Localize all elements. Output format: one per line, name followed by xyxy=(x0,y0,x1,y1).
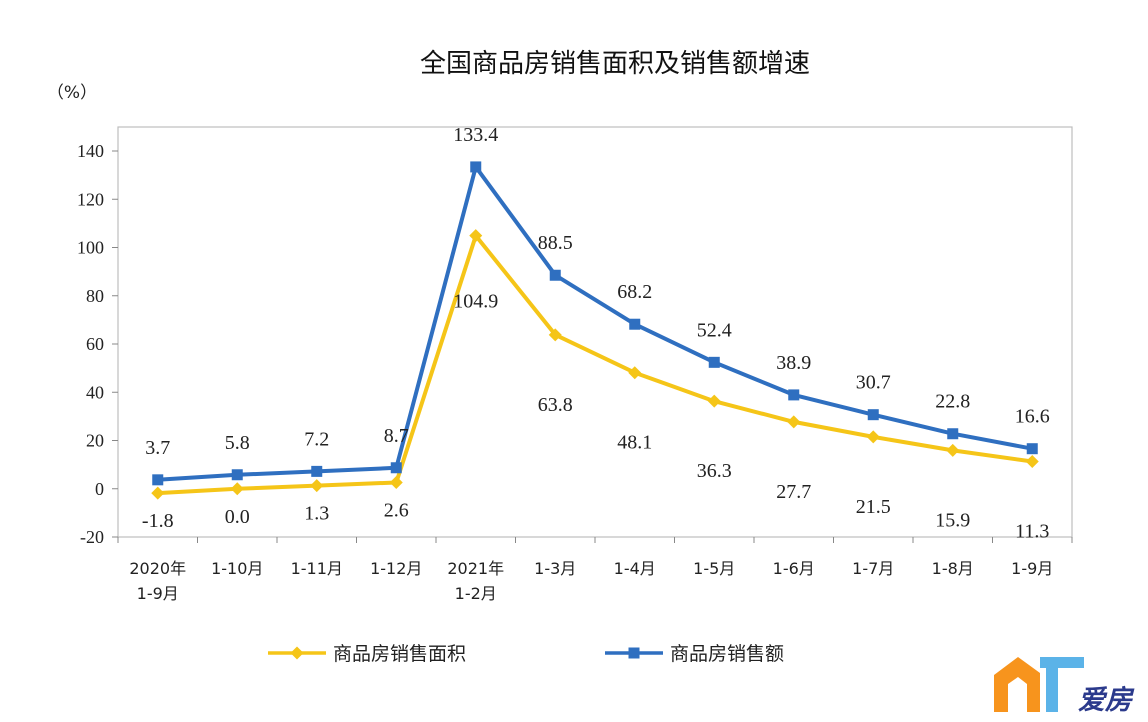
data-point-marker xyxy=(389,475,403,489)
data-label-area: 36.3 xyxy=(697,460,732,482)
data-label-sales: 22.8 xyxy=(935,391,970,413)
data-point-marker xyxy=(231,469,243,481)
data-label-area: 27.7 xyxy=(776,481,811,503)
x-tick-label: 1-8月 xyxy=(932,559,974,578)
y-axis: -20 0 20 40 60 80 100 120 140 xyxy=(77,141,118,547)
data-point-marker xyxy=(390,462,402,474)
data-label-area: 21.5 xyxy=(856,496,891,518)
data-label-sales: 38.9 xyxy=(776,352,811,374)
x-tick-label: 1-4月 xyxy=(614,559,656,578)
data-point-marker xyxy=(867,409,879,421)
data-point-marker xyxy=(947,428,959,440)
data-label-sales: 16.6 xyxy=(1015,406,1050,428)
x-tick-label: 2020年 xyxy=(129,559,186,578)
data-point-marker xyxy=(548,328,562,342)
x-tick-label: 1-10月 xyxy=(211,559,263,578)
watermark-logo: 爱房 xyxy=(994,657,1135,716)
data-label-sales: 52.4 xyxy=(697,319,732,341)
data-label-area: 1.3 xyxy=(304,503,329,525)
x-axis: 2020年 1-9月 1-10月 1-11月 1-12月 2021年 1-2月 1-3月 1-4… xyxy=(117,537,1073,603)
data-point-marker xyxy=(707,394,721,408)
data-point-marker xyxy=(151,486,165,500)
data-point-marker xyxy=(549,269,561,281)
series-markers xyxy=(151,161,1039,500)
data-label-sales: 3.7 xyxy=(145,437,170,459)
y-tick-label: 80 xyxy=(86,286,104,306)
data-label-sales: 133.4 xyxy=(453,124,498,146)
data-label-sales: 30.7 xyxy=(856,372,891,394)
series-lines xyxy=(157,164,1033,496)
data-point-marker xyxy=(708,356,720,368)
legend-item-sales: 商品房销售额 xyxy=(605,643,784,665)
chart-title: 全国商品房销售面积及销售额增速 xyxy=(420,49,810,79)
y-tick-label: 100 xyxy=(77,238,104,258)
house-logo-accent-icon xyxy=(1040,657,1084,712)
watermark-text: 爱房 xyxy=(1078,685,1135,716)
data-label-sales: 8.7 xyxy=(384,425,409,447)
legend-label-area: 商品房销售面积 xyxy=(333,643,466,665)
data-point-marker xyxy=(1026,443,1038,455)
y-tick-label: 120 xyxy=(77,189,104,209)
x-tick-label: 1-3月 xyxy=(534,559,576,578)
x-tick-label: 1-5月 xyxy=(693,559,735,578)
data-point-marker xyxy=(1025,454,1039,468)
data-point-marker xyxy=(310,479,324,493)
x-tick-label: 1-11月 xyxy=(291,559,343,578)
y-tick-label: 60 xyxy=(86,334,104,354)
legend-marker-area xyxy=(290,646,304,660)
series-line-0 xyxy=(157,233,1033,496)
data-label-sales: 68.2 xyxy=(617,281,652,303)
data-label-area: 104.9 xyxy=(453,291,498,313)
legend-item-area: 商品房销售面积 xyxy=(268,643,466,665)
x-tick-label: 1-9月 xyxy=(1011,559,1053,578)
data-point-marker xyxy=(788,389,800,401)
x-tick-label: 1-2月 xyxy=(455,584,497,603)
legend-marker-sales xyxy=(628,647,640,659)
data-point-marker xyxy=(628,366,642,380)
y-axis-unit-label: （%） xyxy=(47,83,97,103)
data-point-marker xyxy=(152,474,164,486)
y-tick-label: 40 xyxy=(86,382,104,402)
y-tick-label: -20 xyxy=(80,527,104,547)
y-tick-label: 0 xyxy=(95,479,104,499)
x-tick-label: 1-9月 xyxy=(137,584,179,603)
data-point-marker xyxy=(787,415,801,429)
y-tick-label: 20 xyxy=(86,431,104,451)
x-tick-label: 2021年 xyxy=(447,559,504,578)
data-label-area: 48.1 xyxy=(617,432,652,454)
data-point-marker xyxy=(629,318,641,330)
data-point-marker xyxy=(946,443,960,457)
data-label-area: 63.8 xyxy=(538,394,573,416)
y-tick-label: 140 xyxy=(77,141,104,161)
legend-label-sales: 商品房销售额 xyxy=(670,643,784,665)
data-label-area: 15.9 xyxy=(935,509,970,531)
house-logo-icon xyxy=(994,657,1040,712)
x-tick-label: 1-12月 xyxy=(370,559,422,578)
data-label-area: 11.3 xyxy=(1015,520,1049,542)
data-label-area: 2.6 xyxy=(384,499,409,521)
data-point-marker xyxy=(230,482,244,496)
data-label-sales: 7.2 xyxy=(304,428,329,450)
data-point-marker xyxy=(470,161,482,173)
data-labels: 3.7 5.8 7.2 8.7 133.4 88.5 68.2 52.4 38.9 30.7 22.… xyxy=(142,124,1050,543)
x-tick-label: 1-7月 xyxy=(852,559,894,578)
data-point-marker xyxy=(311,465,323,477)
data-point-marker xyxy=(866,430,880,444)
data-label-area: -1.8 xyxy=(142,510,174,532)
data-point-marker xyxy=(469,229,483,243)
data-label-sales: 88.5 xyxy=(538,232,573,254)
data-label-sales: 5.8 xyxy=(225,432,250,454)
data-label-area: 0.0 xyxy=(225,506,250,528)
series-line-1 xyxy=(157,164,1033,482)
x-tick-label: 1-6月 xyxy=(773,559,815,578)
legend: 商品房销售面积 商品房销售额 xyxy=(268,643,784,665)
